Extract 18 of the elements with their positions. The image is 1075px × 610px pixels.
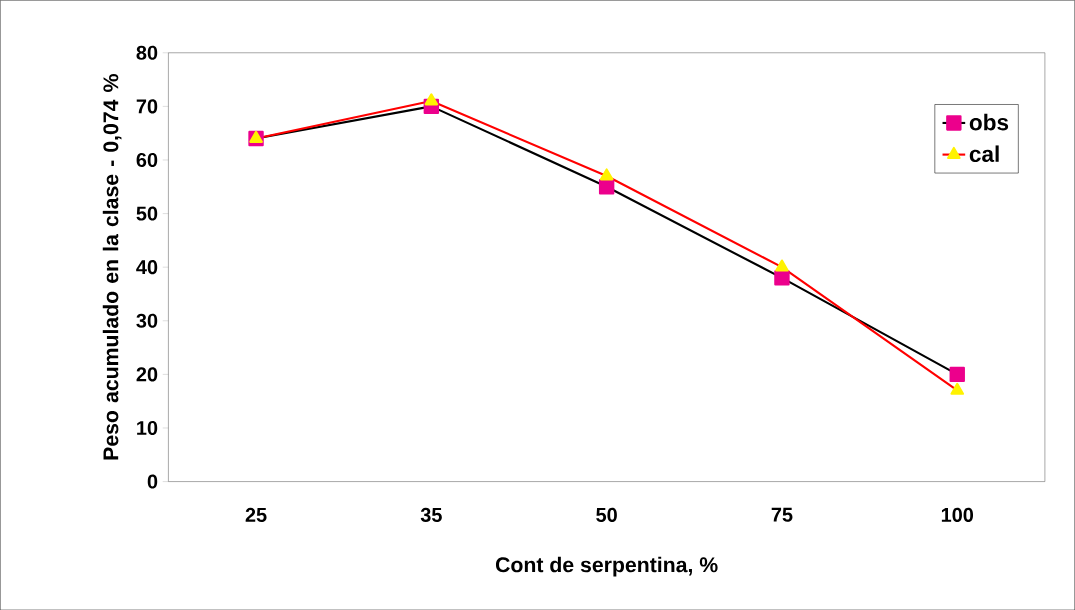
y-tick-label: 0 xyxy=(147,474,158,489)
y-tick-label: 40 xyxy=(136,259,158,275)
y-tick-label: 60 xyxy=(136,152,158,167)
y-tick-label: 70 xyxy=(136,99,158,114)
y-tick-label: 30 xyxy=(136,313,158,328)
legend-label: cal xyxy=(969,145,999,162)
x-axis-title: Cont de serpentina, % xyxy=(495,556,718,577)
y-tick-label: 10 xyxy=(137,420,158,435)
y-tick-label: 50 xyxy=(136,206,158,221)
y-tick-label: 20 xyxy=(136,367,158,382)
x-tick-label: 100 xyxy=(941,507,974,522)
x-tick-label: 35 xyxy=(420,507,442,522)
y-tick-label: 80 xyxy=(136,45,158,60)
legend-label: obs xyxy=(969,113,1009,131)
x-tick-label: 25 xyxy=(245,507,267,522)
y-axis-title: Peso acumulado en la clase - 0,074 % xyxy=(102,73,122,460)
x-tick-label: 50 xyxy=(596,507,617,522)
x-tick-label: 75 xyxy=(771,507,793,522)
